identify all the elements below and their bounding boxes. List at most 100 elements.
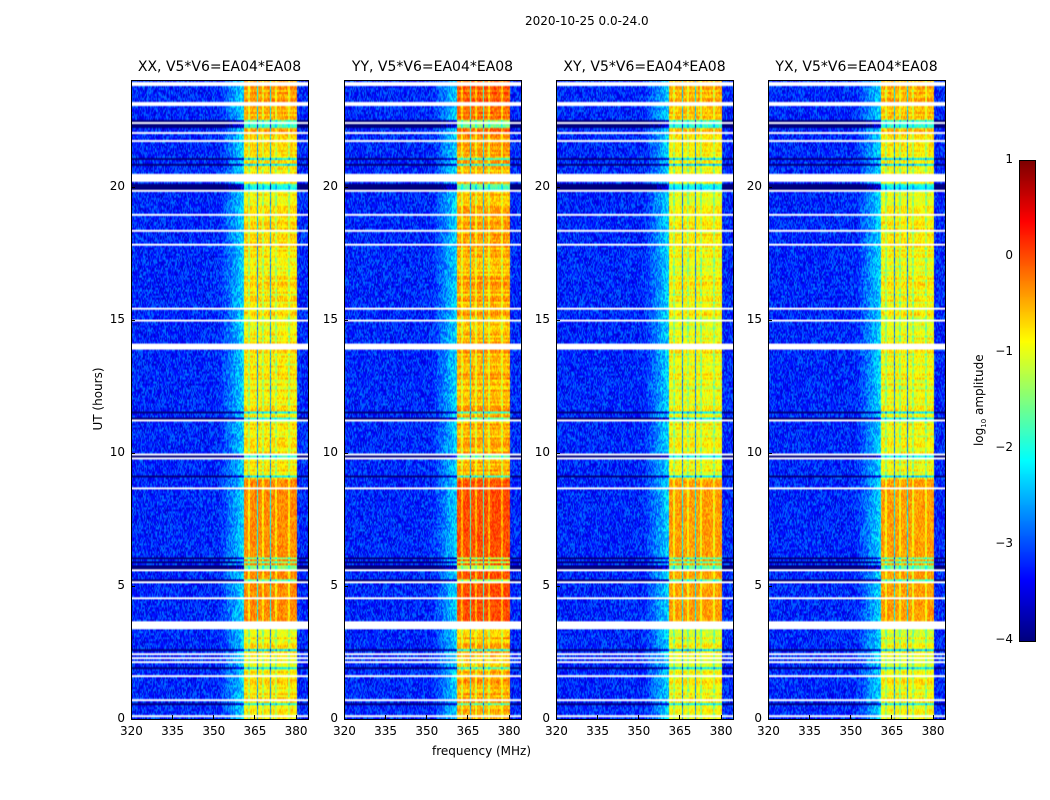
x-tick: [172, 715, 174, 719]
x-tick: [679, 715, 681, 719]
x-tick: [932, 715, 934, 719]
y-tick: [556, 585, 560, 587]
y-tick-label: 0: [542, 711, 550, 725]
x-tick-label: 350: [415, 724, 439, 738]
x-tick-label: 350: [839, 724, 863, 738]
x-tick-label: 380: [497, 724, 521, 738]
y-tick-label: 10: [746, 444, 762, 459]
x-tick: [638, 715, 640, 719]
y-tick: [556, 319, 560, 321]
y-tick-label: 10: [109, 444, 125, 459]
y-tick-label: 15: [109, 311, 125, 326]
x-tick-label: 335: [161, 724, 185, 738]
panel-title: YY, V5*V6=EA04*EA08: [351, 59, 514, 75]
x-tick-label: 380: [284, 724, 308, 738]
y-tick-label: 15: [746, 311, 762, 326]
x-tick-label: 320: [120, 724, 143, 738]
x-tick: [556, 715, 557, 719]
y-tick: [131, 719, 135, 720]
panel-frame: [344, 80, 522, 720]
x-tick: [426, 715, 428, 719]
y-tick-label: 5: [330, 577, 338, 592]
y-axis-label: UT (hours): [91, 367, 105, 431]
y-tick-label: 5: [542, 577, 550, 592]
y-tick-label: 15: [534, 311, 550, 326]
figure-title: 2020-10-25 0.0-24.0: [525, 14, 649, 28]
y-tick: [768, 719, 772, 720]
x-tick: [344, 715, 345, 719]
x-tick: [385, 715, 387, 719]
y-tick: [768, 319, 772, 321]
colorbar-tick-label: −2: [995, 440, 1013, 454]
x-tick-label: 320: [333, 724, 356, 738]
x-tick-label: 365: [668, 724, 692, 738]
y-tick: [556, 186, 560, 188]
y-tick-label: 0: [117, 711, 125, 725]
waterfall-heatmap: [768, 80, 945, 719]
colorbar-label-sub: 10: [980, 418, 989, 428]
y-tick: [344, 319, 348, 321]
y-tick-label: 5: [117, 577, 125, 592]
x-tick: [508, 715, 510, 719]
x-tick: [597, 715, 599, 719]
y-tick-label: 20: [534, 178, 550, 193]
x-tick-label: 350: [627, 724, 651, 738]
y-tick-label: 20: [109, 178, 125, 193]
x-tick-label: 365: [243, 724, 267, 738]
y-tick-label: 20: [746, 178, 762, 193]
y-tick: [768, 186, 772, 188]
panel-title: YX, V5*V6=EA04*EA08: [775, 59, 938, 75]
y-tick-label: 5: [754, 577, 762, 592]
colorbar-label-main: log: [971, 427, 986, 447]
panel-frame: [556, 80, 734, 720]
y-tick: [768, 452, 772, 454]
waterfall-heatmap: [131, 80, 308, 719]
waterfall-heatmap: [344, 80, 521, 719]
x-tick-label: 335: [798, 724, 822, 738]
y-tick: [131, 319, 135, 321]
y-tick: [344, 452, 348, 454]
x-tick: [891, 715, 893, 719]
x-tick: [254, 715, 256, 719]
y-tick: [131, 452, 135, 454]
y-tick-label: 0: [330, 711, 338, 725]
x-tick: [850, 715, 852, 719]
panel-frame: [131, 80, 309, 720]
colorbar-tick-label: 0: [1005, 248, 1013, 262]
x-tick-label: 350: [202, 724, 226, 738]
panel-title: XY, V5*V6=EA04*EA08: [563, 59, 726, 75]
y-tick: [344, 719, 348, 720]
x-tick-label: 380: [921, 724, 945, 738]
y-tick: [131, 585, 135, 587]
x-tick-label: 320: [757, 724, 780, 738]
x-tick-label: 320: [545, 724, 568, 738]
panel-title: XX, V5*V6=EA04*EA08: [137, 59, 302, 75]
x-tick: [720, 715, 722, 719]
y-tick: [768, 585, 772, 587]
y-tick-label: 0: [754, 711, 762, 725]
y-tick-label: 10: [534, 444, 550, 459]
x-tick: [809, 715, 811, 719]
colorbar-label: log10 amplitude: [972, 350, 988, 450]
y-tick-label: 20: [322, 178, 338, 193]
y-tick: [131, 186, 135, 188]
y-tick-label: 10: [322, 444, 338, 459]
x-tick: [131, 715, 132, 719]
x-tick-label: 365: [456, 724, 480, 738]
x-axis-label: frequency (MHz): [432, 744, 532, 758]
colorbar-tick-label: −3: [995, 536, 1013, 550]
colorbar-tick-label: −1: [995, 344, 1013, 358]
y-tick: [344, 585, 348, 587]
x-tick: [295, 715, 297, 719]
panel-frame: [768, 80, 946, 720]
y-tick: [556, 719, 560, 720]
waterfall-heatmap: [556, 80, 733, 719]
y-tick: [556, 452, 560, 454]
x-tick-label: 380: [709, 724, 733, 738]
colorbar-tick-label: 1: [1005, 152, 1013, 166]
colorbar: [1019, 160, 1036, 642]
y-tick: [344, 186, 348, 188]
x-tick-label: 335: [374, 724, 398, 738]
colorbar-tick-label: −4: [995, 632, 1013, 646]
